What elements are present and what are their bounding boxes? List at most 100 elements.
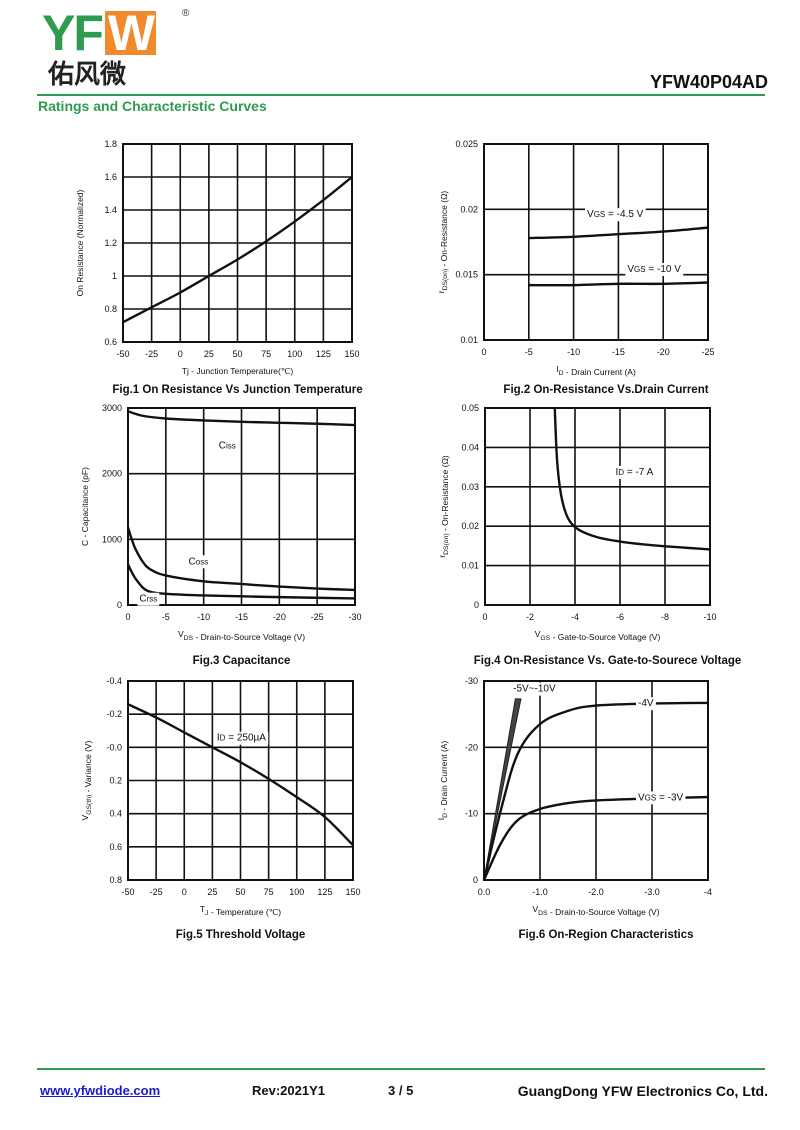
revision: Rev:2021Y1 (252, 1083, 325, 1098)
x-tick-label: 25 (204, 349, 214, 359)
x-tick-label: 125 (317, 887, 332, 897)
x-tick-label: -10 (703, 612, 716, 622)
x-tick-label: -10 (197, 612, 210, 622)
x-tick-label: 100 (287, 349, 302, 359)
x-tick-label: 100 (289, 887, 304, 897)
series-line (528, 281, 709, 287)
curve-label-background (613, 465, 656, 479)
series-line (122, 176, 353, 324)
curve-label-group: VGS = -4.5 V (585, 208, 646, 222)
figure-title: Fig.3 Capacitance (193, 655, 291, 667)
curve-label-group: -4V (636, 697, 656, 711)
y-tick-label: 0.02 (461, 521, 479, 531)
y-tick-label: 2000 (102, 469, 122, 479)
series-line (127, 410, 356, 427)
x-tick-label: 50 (235, 887, 245, 897)
series-line (126, 527, 356, 592)
x-tick-label: -4 (704, 887, 712, 897)
curve-label-group: ID = 250µA (214, 731, 269, 745)
y-tick-label: 0.03 (461, 482, 479, 492)
x-tick-label: 0 (178, 349, 183, 359)
series-line (127, 703, 354, 847)
curve-label: -5V~-10V (513, 684, 556, 695)
x-tick-label: 125 (316, 349, 331, 359)
y-tick-label: -30 (465, 676, 478, 686)
website-link[interactable]: www.yfwdiode.com (40, 1083, 161, 1098)
part-number: YFW40P04AD (649, 72, 768, 92)
y-tick-label: 0.04 (461, 442, 479, 452)
x-axis-label: ID - Drain Current (A) (556, 364, 636, 377)
y-tick-label: 0.2 (109, 776, 122, 786)
chart-fig1: -50 -25 0 25 50 75 100 125 150 0.6 0.8 1 1.2 1.4 1.6 1.… (75, 139, 363, 396)
curve-label-group: VGS = -3V (636, 791, 686, 805)
y-tick-label: 0.025 (455, 139, 478, 149)
plot-frame (127, 407, 356, 606)
series-line (528, 226, 709, 240)
chart-fig3: 0 -5 -10 -15 -20 -25 -30 0 1000 2000 3000 Ciss Coss C… (80, 403, 362, 667)
chart-fig6: 0.0 -1.0 -2.0 -3.0 -4 0 -10 -20 -30 -5V~-10V -4V VG… (436, 676, 712, 941)
x-axis-label: TJ - Temperature (℃) (200, 904, 281, 917)
chart-fig4: 0 -2 -4 -6 -8 -10 0 0.01 0.02 0.03 0.04 0.05 ID = -7… (437, 403, 741, 667)
plot-frame (122, 143, 353, 343)
curve-label: VGS = -10 V (627, 264, 681, 275)
figure-title: Fig.2 On-Resistance Vs.Drain Current (503, 384, 708, 396)
x-tick-label: 25 (207, 887, 217, 897)
x-tick-label: 75 (261, 349, 271, 359)
x-axis-label: VGS - Gate-to-Source Voltage (V) (535, 629, 661, 642)
y-tick-label: 3000 (102, 403, 122, 413)
x-axis-label: Tj - Junction Temperature(℃) (182, 366, 294, 376)
chart-fig2: 0 -5 -10 -15 -20 -25 0.01 0.015 0.02 0.025 VGS = -… (436, 139, 715, 396)
plot-frame (483, 680, 709, 881)
curve-label-background (137, 592, 160, 606)
curve-label-group: VGS = -10 V (625, 263, 684, 277)
x-tick-label: -8 (661, 612, 669, 622)
curve-label: Crss (139, 594, 157, 605)
curve-label-group: Coss (186, 555, 211, 569)
x-tick-label: -15 (612, 347, 625, 357)
y-tick-label: -0.4 (106, 676, 122, 686)
curve-label-background (214, 731, 269, 745)
chart-fig5: -50 -25 0 25 50 75 100 125 150 -0.4 -0.2 -0.0 0.2 0.4… (80, 676, 361, 941)
logo: YF W (42, 8, 157, 58)
x-tick-label: 0.0 (478, 887, 491, 897)
y-tick-label: 0.015 (455, 270, 478, 280)
figure-title: Fig.6 On-Region Characteristics (518, 929, 693, 941)
x-tick-label: -5 (162, 612, 170, 622)
y-tick-label: 1.6 (104, 172, 117, 182)
x-axis-label: VDS - Drain-to-Source Voltage (V) (178, 629, 305, 642)
y-tick-label: 1 (112, 271, 117, 281)
series-line (553, 407, 711, 551)
y-tick-label: 0 (117, 600, 122, 610)
curve-label-background (511, 682, 558, 696)
series-line (126, 563, 356, 600)
y-tick-label: -20 (465, 742, 478, 752)
company-name: GuangDong YFW Electronics Co, Ltd. (517, 1083, 768, 1099)
curve-label-group: -5V~-10V (511, 682, 558, 696)
y-tick-label: 1.4 (104, 205, 117, 215)
x-axis-label: VDS - Drain-to-Source Voltage (V) (532, 904, 659, 917)
curve-label: ID = -7 A (616, 467, 654, 478)
plot-frame (484, 407, 711, 606)
x-tick-label: -3.0 (644, 887, 660, 897)
figure-title: Fig.1 On Resistance Vs Junction Temperat… (112, 384, 362, 396)
y-tick-label: -10 (465, 809, 478, 819)
curve-label: ID = 250µA (217, 733, 266, 744)
curve-label-group: Ciss (216, 439, 238, 453)
x-tick-label: -50 (121, 887, 134, 897)
x-tick-label: -6 (616, 612, 624, 622)
registered-mark: ® (182, 8, 190, 19)
curve-label-background (585, 208, 646, 222)
logo-chinese: 佑风微 (48, 60, 127, 90)
x-tick-label: -20 (273, 612, 286, 622)
y-tick-label: 0 (473, 875, 478, 885)
curve-label-background (625, 263, 684, 277)
y-tick-label: 0.01 (460, 335, 478, 345)
y-tick-label: 1.8 (104, 139, 117, 149)
y-tick-label: 0.02 (460, 204, 478, 214)
x-tick-label: 50 (232, 349, 242, 359)
y-tick-label: 0 (474, 600, 479, 610)
x-tick-label: -1.0 (532, 887, 548, 897)
x-tick-label: 150 (345, 887, 360, 897)
